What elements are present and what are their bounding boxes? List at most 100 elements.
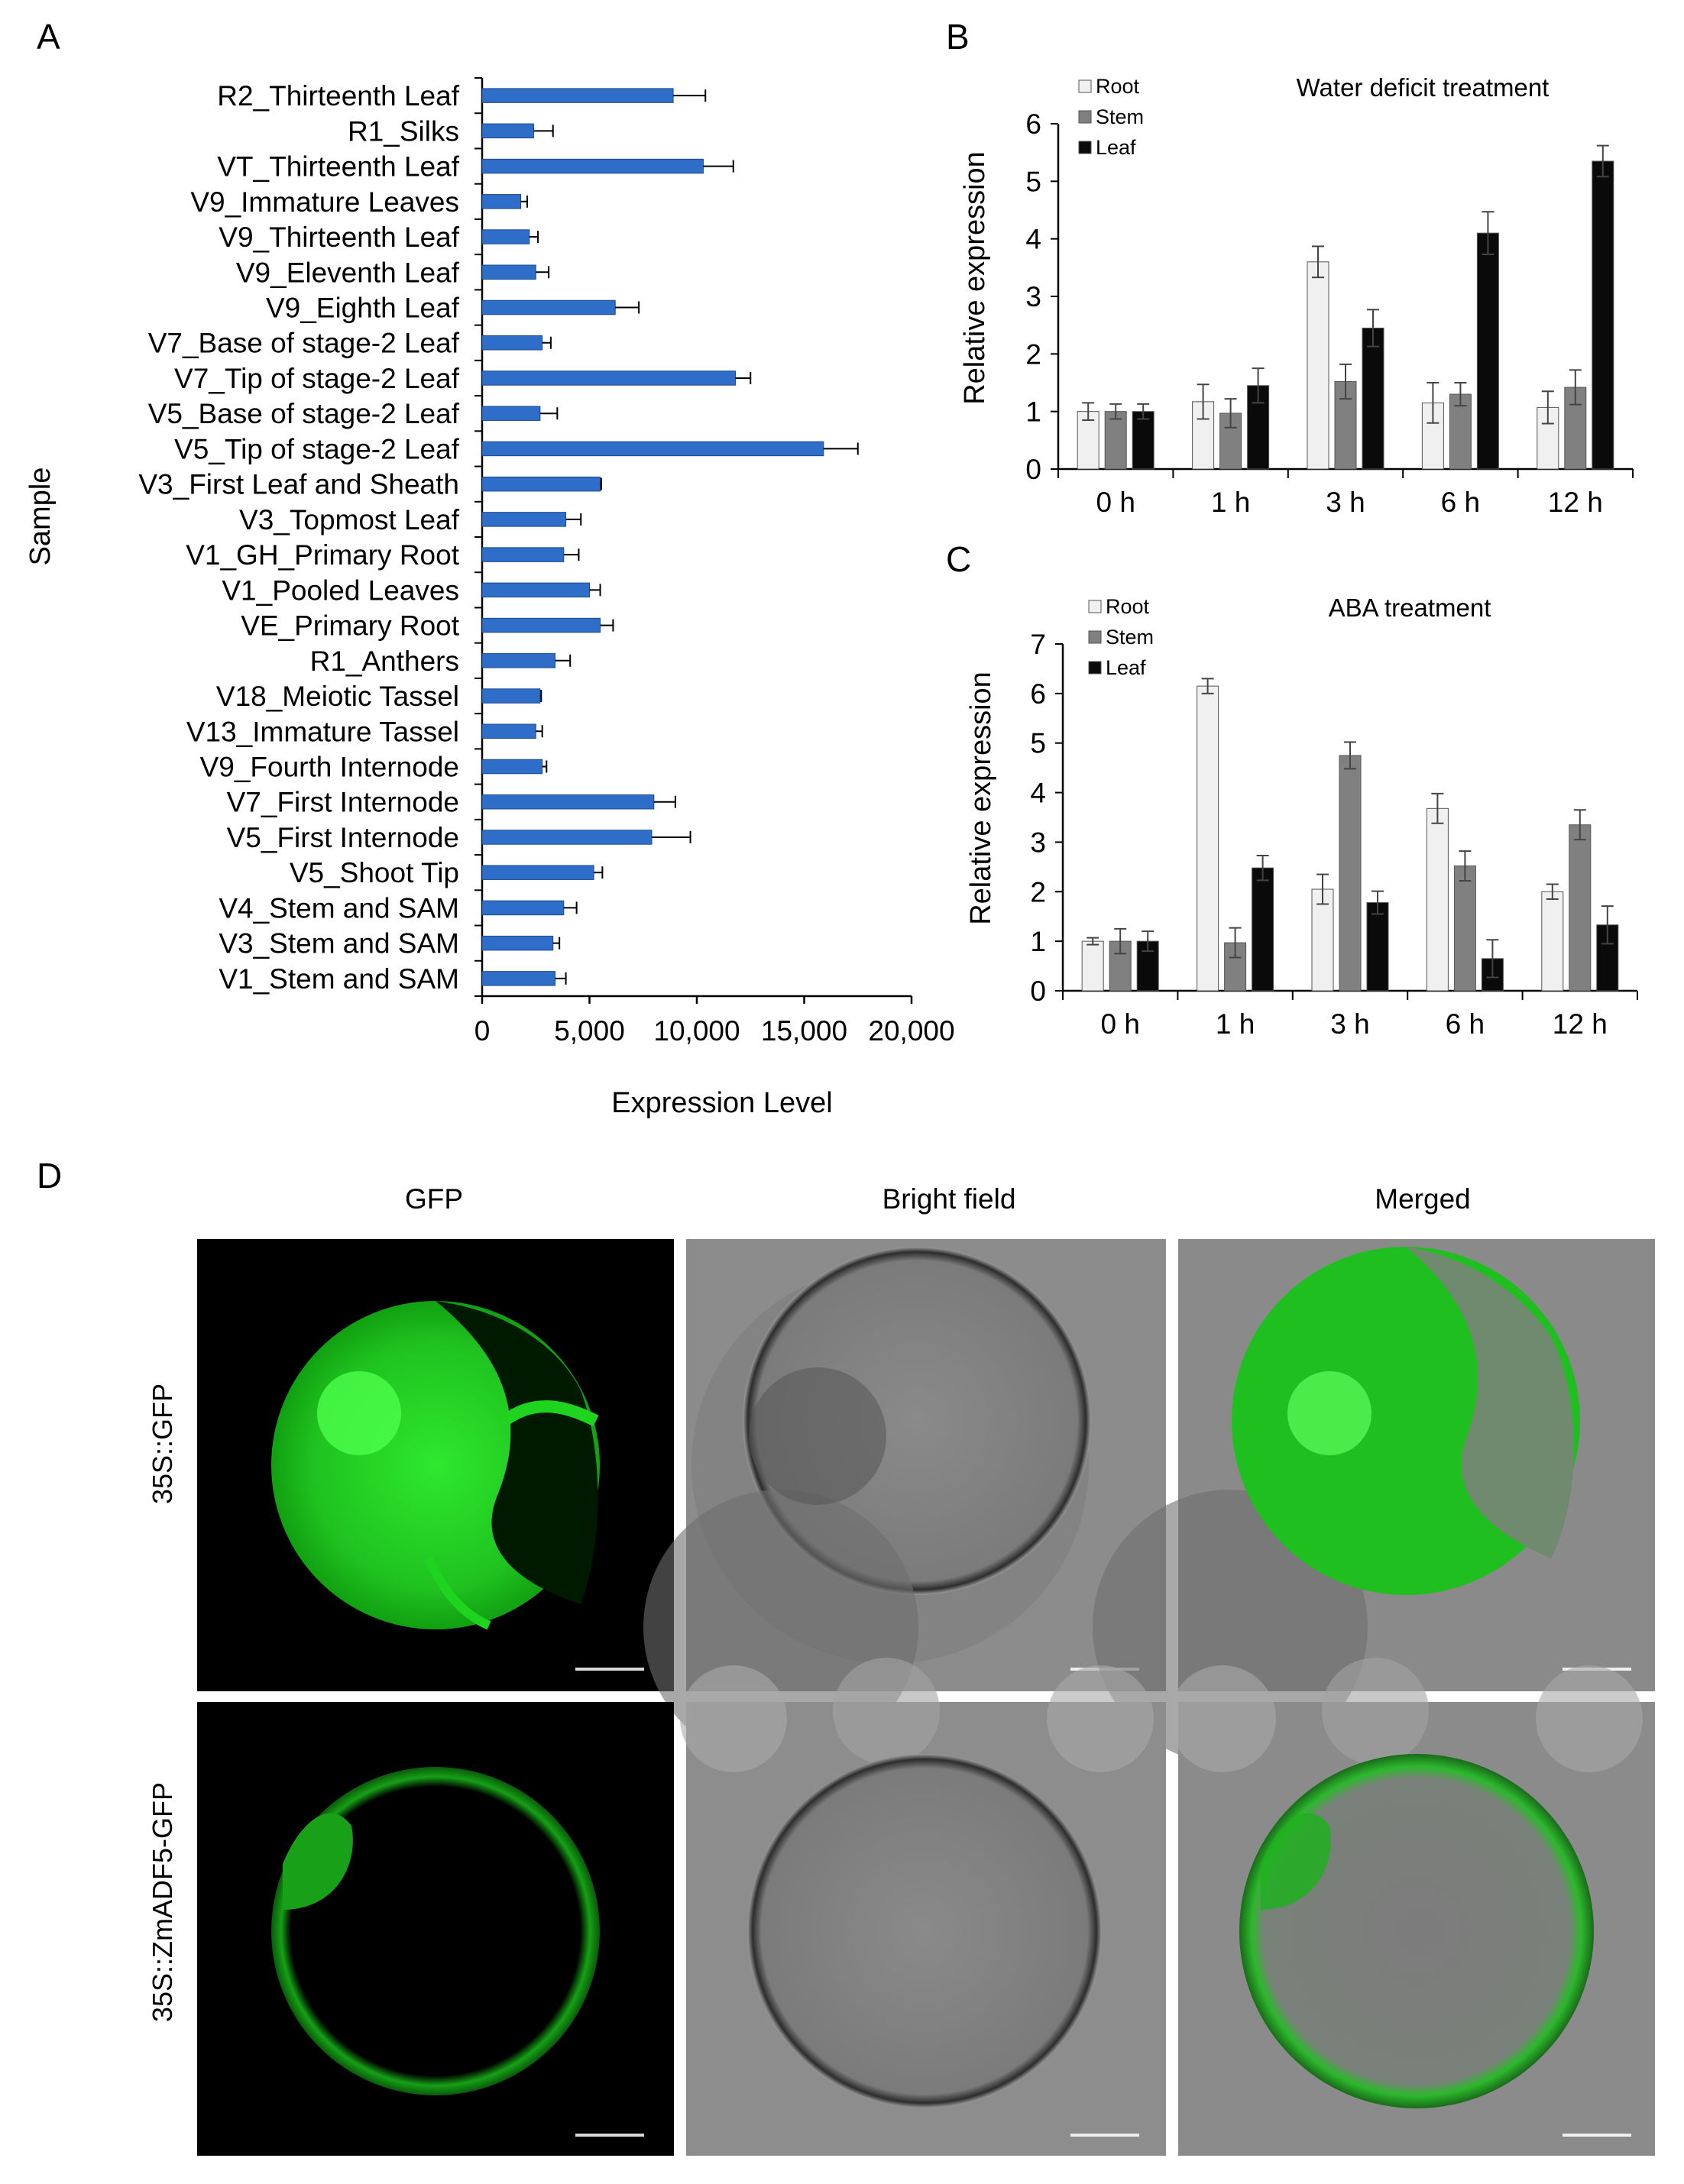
panel-c-bar-root-6-h xyxy=(1426,807,1449,992)
panel-c-legend-label-stem: Stem xyxy=(1106,626,1154,649)
panel-b-y-tick-label: 3 xyxy=(1025,281,1041,312)
panel-b-x-tick-label: 3 h xyxy=(1326,487,1365,518)
panel-a-category-label: V3_Topmost Leaf xyxy=(239,504,460,535)
panel-a-bar-v5-tip-of-stage-2-leaf xyxy=(481,441,824,457)
panel-a-category-label: V1_Pooled Leaves xyxy=(222,574,459,606)
panel-a-bar-v13-immature-tassel xyxy=(481,723,536,739)
panel-letter-c: C xyxy=(946,539,971,579)
panel-a-bar-v7-first-internode xyxy=(481,794,655,810)
panel-a-bar-r1-silks xyxy=(481,123,534,139)
panel-c-y-tick-label: 3 xyxy=(1030,827,1046,858)
micrograph-gfp-35s-zmadf5-gfp xyxy=(197,1702,674,2156)
panel-c-y-tick-label: 0 xyxy=(1030,976,1046,1007)
panel-a-category-label: V9_Eighth Leaf xyxy=(266,293,460,324)
panel-b-y-tick-label: 5 xyxy=(1025,166,1041,197)
panel-c-bar-stem-3-h xyxy=(1339,755,1362,992)
panel-c-bar-stem-12-h xyxy=(1569,824,1592,992)
panel-a-category-label: R1_Silks xyxy=(348,115,459,147)
row-label-35s-gfp: 35S::GFP xyxy=(147,1383,178,1504)
panel-a-category-label: V4_Stem and SAM xyxy=(219,892,459,924)
panel-c-y-tick-label: 2 xyxy=(1030,876,1046,908)
panel-a-bar-v1-pooled-leaves xyxy=(481,582,590,598)
panel-b-bar-stem-0-h xyxy=(1104,411,1127,470)
panel-a-x-tick-label: 5,000 xyxy=(554,1015,625,1047)
panel-a-category-label: V9_Eleventh Leaf xyxy=(236,257,460,288)
panel-c-bar-stem-6-h xyxy=(1453,866,1476,992)
panel-c-legend-label-leaf: Leaf xyxy=(1106,656,1146,679)
panel-c-x-tick-label: 1 h xyxy=(1216,1008,1255,1040)
panel-b-bar-leaf-3-h xyxy=(1362,327,1384,470)
column-title-bright-field: Bright field xyxy=(882,1183,1016,1215)
panel-a-x-tick-label: 20,000 xyxy=(868,1015,954,1047)
panel-a-category-label: V1_GH_Primary Root xyxy=(186,539,460,571)
panel-b-y-tick-label: 2 xyxy=(1025,338,1041,370)
panel-a-category-label: V5_Shoot Tip xyxy=(290,857,459,888)
panel-a-category-label: R2_Thirteenth Leaf xyxy=(217,80,459,112)
panel-a-category-label: V9_Fourth Internode xyxy=(200,752,459,783)
panel-c-x-tick-label: 6 h xyxy=(1446,1008,1485,1040)
panel-b-bar-leaf-12-h xyxy=(1592,160,1614,470)
panel-a-bar-v7-tip-of-stage-2-leaf xyxy=(481,370,737,386)
panel-letter-a: A xyxy=(37,17,60,57)
panel-a-category-label: V3_Stem and SAM xyxy=(219,928,459,959)
panel-c-legend-swatch-stem xyxy=(1088,630,1102,644)
panel-a-bar-v4-stem-and-sam xyxy=(481,900,565,916)
panel-c-bar-root-12-h xyxy=(1541,891,1564,992)
panel-b-y-tick-label: 0 xyxy=(1025,454,1041,485)
panel-a-bar-v5-shoot-tip xyxy=(481,865,594,880)
panel-b-y-axis-title: Relative expression xyxy=(959,151,991,405)
panel-a-bar-r1-anthers xyxy=(481,653,556,668)
panel-b-y-tick-label: 4 xyxy=(1025,224,1041,255)
panel-a-category-label: R1_Anthers xyxy=(310,645,459,677)
panel-a-bar-v3-stem-and-sam xyxy=(481,935,554,951)
panel-b-legend-label-stem: Stem xyxy=(1096,105,1144,128)
panel-a-category-label: V1_Stem and SAM xyxy=(219,963,459,995)
panel-a-category-label: V9_Immature Leaves xyxy=(190,186,459,218)
panel-a-category-label: VT_Thirteenth Leaf xyxy=(217,151,459,183)
panel-a-bar-v7-base-of-stage-2-leaf xyxy=(481,335,543,351)
panel-c-y-tick-label: 6 xyxy=(1030,678,1046,710)
panel-a-x-tick-label: 15,000 xyxy=(761,1015,847,1047)
panel-a-y-axis-title: Sample xyxy=(24,468,57,566)
panel-b-bar-leaf-0-h xyxy=(1132,411,1155,470)
panel-a-bar-v9-fourth-internode xyxy=(481,759,543,775)
panel-b-x-tick-label: 12 h xyxy=(1548,487,1603,518)
panel-c-bar-stem-1-h xyxy=(1224,942,1247,992)
panel-c-x-tick-label: 3 h xyxy=(1330,1008,1369,1040)
panel-a-bar-v9-eleventh-leaf xyxy=(481,264,536,280)
panel-c-y-axis-title: Relative expression xyxy=(965,671,997,925)
panel-b-legend-label-leaf: Leaf xyxy=(1096,136,1136,159)
panel-b-bar-leaf-6-h xyxy=(1476,232,1499,470)
panel-a-bar-r2-thirteenth-leaf xyxy=(481,88,674,103)
panel-c-bar-root-0-h xyxy=(1081,940,1104,992)
panel-c-x-tick-label: 0 h xyxy=(1100,1008,1139,1040)
panel-b-bar-root-0-h xyxy=(1077,411,1099,470)
panel-a-category-label: V9_Thirteenth Leaf xyxy=(219,222,459,253)
panel-a-category-label: V5_Base of stage-2 Leaf xyxy=(148,398,460,429)
panel-c-bar-root-3-h xyxy=(1311,888,1334,992)
panel-a-bar-v9-thirteenth-leaf xyxy=(481,229,530,244)
panel-letter-d: D xyxy=(37,1156,62,1196)
panel-c-aba-chart: ABA treatment Relative expression 0 1 2 3 4 5… xyxy=(965,594,1638,1040)
panel-c-title: ABA treatment xyxy=(1329,594,1491,622)
panel-b-title: Water deficit treatment xyxy=(1297,73,1550,102)
panel-c-bar-leaf-3-h xyxy=(1366,902,1389,992)
panel-c-legend-label-root: Root xyxy=(1106,595,1150,618)
row-label-35s-zmadf5-gfp: 35S::ZmADF5-GFP xyxy=(147,1782,178,2022)
panel-a-bar-ve-primary-root xyxy=(481,617,601,633)
panel-a-bar-v9-immature-leaves xyxy=(481,194,522,209)
panel-b-x-tick-label: 0 h xyxy=(1096,487,1135,518)
panel-c-legend-swatch-root xyxy=(1088,600,1102,613)
panel-a-bar-v1-stem-and-sam xyxy=(481,971,556,986)
panel-a-expression-chart: Sample Expression Level 0 5,000 10,000 15,0… xyxy=(24,77,955,1119)
panel-a-category-label: V7_First Internode xyxy=(227,787,459,818)
panel-a-category-label: V5_First Internode xyxy=(227,822,459,853)
panel-a-category-label: V18_Meiotic Tassel xyxy=(216,681,459,712)
panel-a-bar-v1-gh-primary-root xyxy=(481,547,565,562)
panel-a-x-axis-title: Expression Level xyxy=(611,1087,832,1119)
panel-a-bar-v5-base-of-stage-2-leaf xyxy=(481,406,541,421)
panel-b-legend-label-root: Root xyxy=(1096,75,1140,98)
panel-b-x-tick-label: 6 h xyxy=(1441,487,1480,518)
panel-b-y-tick-label: 1 xyxy=(1025,396,1041,428)
